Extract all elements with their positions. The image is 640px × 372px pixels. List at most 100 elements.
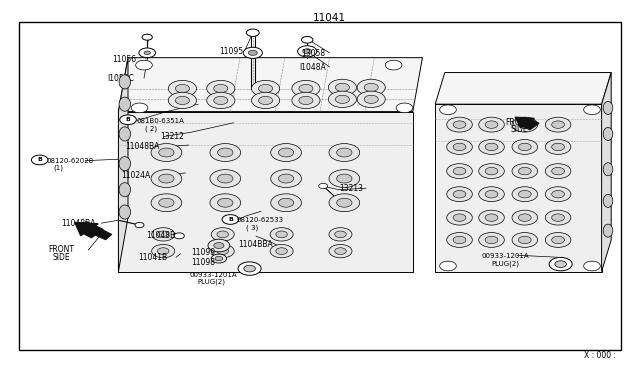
Circle shape xyxy=(278,198,294,207)
Text: I1056C: I1056C xyxy=(108,74,134,83)
Text: 13058: 13058 xyxy=(301,49,325,58)
Circle shape xyxy=(299,84,313,93)
Circle shape xyxy=(385,60,402,70)
Circle shape xyxy=(518,214,531,221)
Circle shape xyxy=(151,144,182,161)
Polygon shape xyxy=(602,73,611,272)
Circle shape xyxy=(329,228,352,241)
Circle shape xyxy=(270,228,293,241)
Circle shape xyxy=(218,174,233,183)
Circle shape xyxy=(252,92,280,109)
Circle shape xyxy=(545,232,571,247)
Circle shape xyxy=(157,248,169,254)
Circle shape xyxy=(159,198,174,207)
Circle shape xyxy=(151,170,182,187)
Text: PLUG(2): PLUG(2) xyxy=(492,260,520,267)
Circle shape xyxy=(479,140,504,154)
Circle shape xyxy=(545,117,571,132)
Text: X : 000 :: X : 000 : xyxy=(584,351,616,360)
Circle shape xyxy=(278,148,294,157)
Circle shape xyxy=(218,148,233,157)
Circle shape xyxy=(246,29,259,36)
Circle shape xyxy=(329,244,352,258)
Circle shape xyxy=(512,140,538,154)
Circle shape xyxy=(174,233,184,239)
Circle shape xyxy=(120,115,136,125)
Polygon shape xyxy=(118,58,422,112)
Circle shape xyxy=(328,91,356,108)
Circle shape xyxy=(518,167,531,175)
Circle shape xyxy=(152,244,175,258)
Ellipse shape xyxy=(604,101,613,114)
Text: B: B xyxy=(228,217,233,222)
Circle shape xyxy=(207,80,235,97)
Polygon shape xyxy=(77,221,112,240)
Circle shape xyxy=(479,210,504,225)
Bar xyxy=(19,22,621,350)
Circle shape xyxy=(152,228,175,241)
Circle shape xyxy=(214,96,228,105)
Circle shape xyxy=(131,103,148,113)
Circle shape xyxy=(512,117,538,132)
Circle shape xyxy=(328,79,356,96)
Circle shape xyxy=(248,50,257,55)
Circle shape xyxy=(217,231,228,238)
Text: 081B0-6351A: 081B0-6351A xyxy=(136,118,184,124)
Circle shape xyxy=(512,210,538,225)
Circle shape xyxy=(447,232,472,247)
Text: 1104BBA: 1104BBA xyxy=(238,240,273,249)
Text: 13213: 13213 xyxy=(339,185,364,193)
Circle shape xyxy=(364,83,378,92)
Text: 11056: 11056 xyxy=(112,55,136,64)
Circle shape xyxy=(447,210,472,225)
Ellipse shape xyxy=(119,157,131,171)
Circle shape xyxy=(159,174,174,183)
Circle shape xyxy=(479,117,504,132)
Circle shape xyxy=(447,187,472,202)
Text: ( 3): ( 3) xyxy=(246,224,259,231)
Text: (1): (1) xyxy=(53,165,63,171)
Ellipse shape xyxy=(604,127,613,140)
Circle shape xyxy=(214,84,228,93)
Circle shape xyxy=(276,248,287,254)
Polygon shape xyxy=(435,73,611,104)
Circle shape xyxy=(518,143,531,151)
Circle shape xyxy=(549,257,572,271)
Circle shape xyxy=(337,198,352,207)
Circle shape xyxy=(552,143,564,151)
Circle shape xyxy=(545,140,571,154)
Circle shape xyxy=(512,187,538,202)
Text: 11048BA: 11048BA xyxy=(125,142,160,151)
Circle shape xyxy=(215,256,223,261)
Text: 00933-1201A: 00933-1201A xyxy=(189,272,237,278)
Text: 11098: 11098 xyxy=(191,258,215,267)
Circle shape xyxy=(142,34,152,40)
Circle shape xyxy=(485,236,498,244)
Text: 08120-62028: 08120-62028 xyxy=(46,158,93,164)
Circle shape xyxy=(270,244,293,258)
Circle shape xyxy=(299,96,313,105)
Circle shape xyxy=(337,148,352,157)
Circle shape xyxy=(518,236,531,244)
Ellipse shape xyxy=(119,75,131,89)
Circle shape xyxy=(271,194,301,212)
Ellipse shape xyxy=(119,205,131,219)
Circle shape xyxy=(364,95,378,103)
Circle shape xyxy=(271,170,301,187)
FancyArrow shape xyxy=(515,117,539,129)
Ellipse shape xyxy=(119,183,131,197)
Circle shape xyxy=(159,148,174,157)
Circle shape xyxy=(357,91,385,108)
Circle shape xyxy=(292,92,320,109)
Circle shape xyxy=(335,231,346,238)
Text: PLUG(2): PLUG(2) xyxy=(197,279,225,285)
Circle shape xyxy=(175,84,189,93)
Circle shape xyxy=(217,248,228,254)
Circle shape xyxy=(157,231,169,238)
Circle shape xyxy=(210,194,241,212)
Circle shape xyxy=(337,174,352,183)
Text: 13212: 13212 xyxy=(160,132,184,141)
Circle shape xyxy=(453,143,466,151)
Circle shape xyxy=(552,236,564,244)
Circle shape xyxy=(447,140,472,154)
